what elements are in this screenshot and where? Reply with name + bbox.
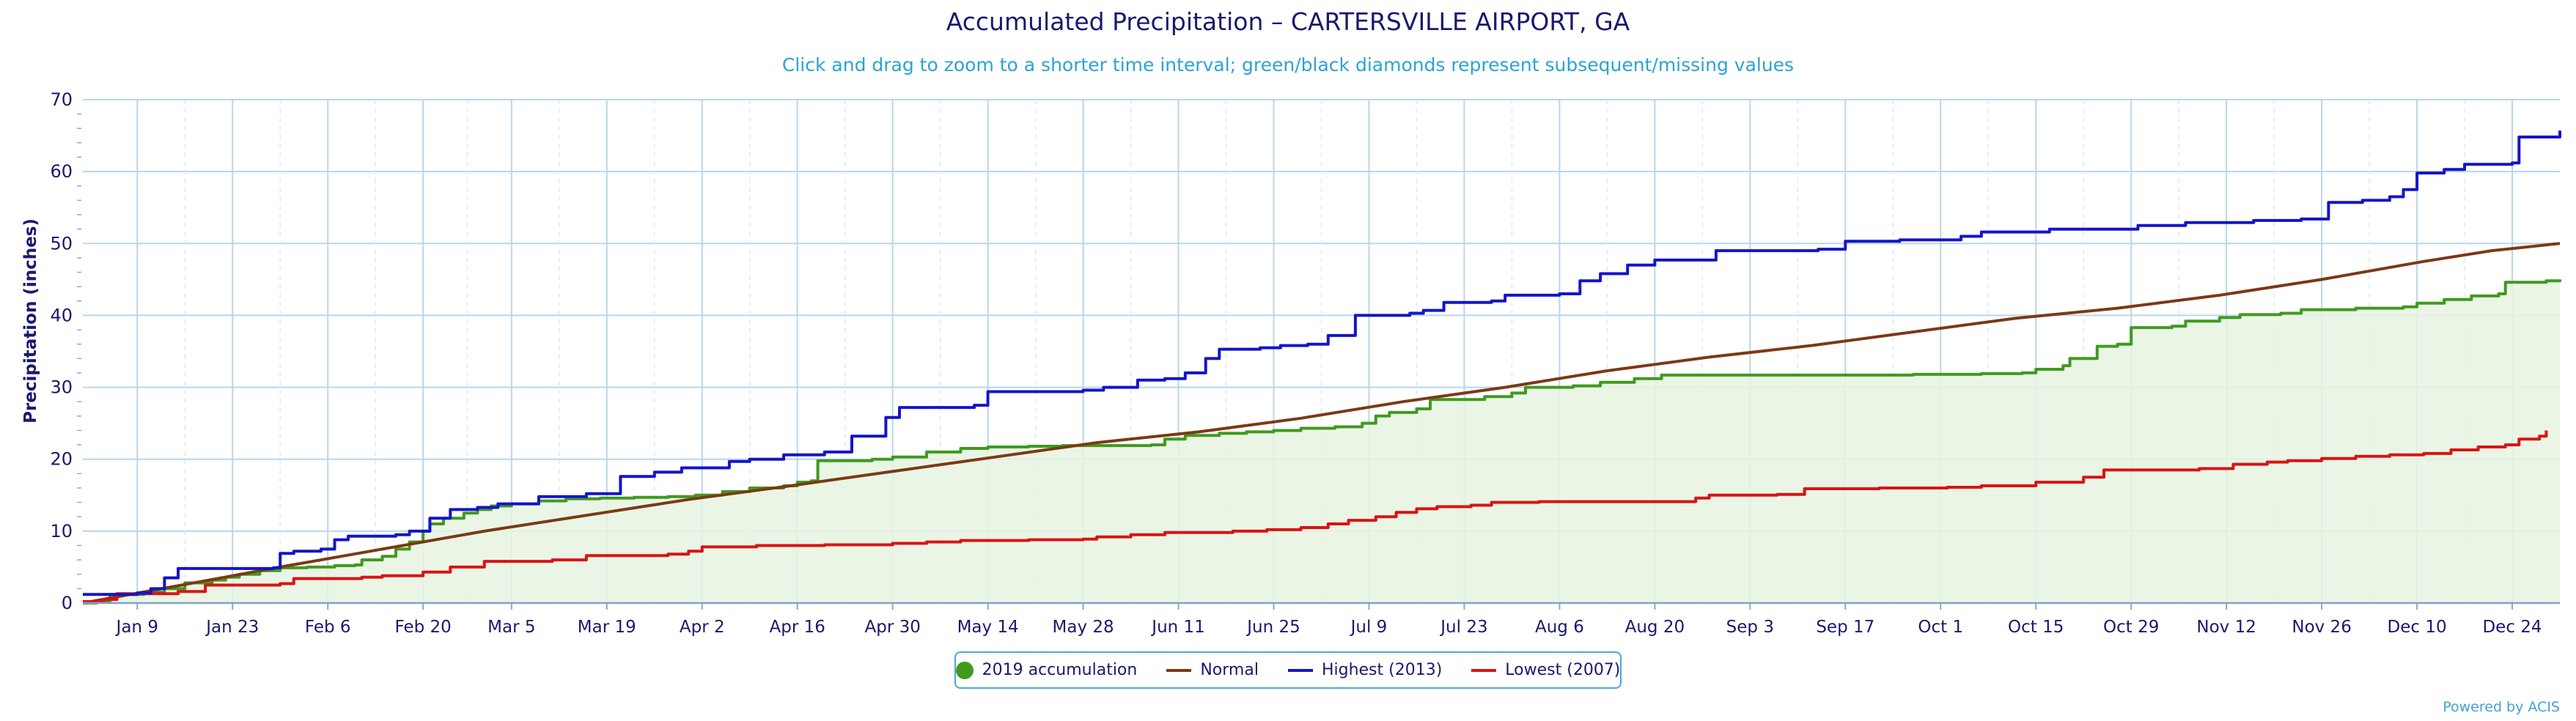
x-tick-label: Oct 29 [2103,618,2159,637]
chart-title: Accumulated Precipitation – CARTERSVILLE… [946,7,1630,36]
y-tick-label: 10 [50,521,73,541]
legend-line-icon [1287,668,1313,672]
y-tick-label: 30 [50,377,73,398]
legend-item-highest[interactable]: Highest (2013) [1287,661,1443,679]
y-tick-label: 70 [50,89,73,110]
legend-label: Lowest (2007) [1505,661,1621,679]
x-tick-label: Mar 19 [578,618,636,637]
legend-label: 2019 accumulation [982,661,1138,679]
legend-item-2019[interactable]: 2019 accumulation [955,661,1138,679]
y-axis-label: Precipitation (inches) [21,218,40,424]
x-tick-label: Jun 25 [1245,618,1300,637]
x-tick-label: Nov 12 [2196,618,2256,637]
x-tick-label: Jul 9 [1350,618,1388,637]
x-tick-label: Apr 30 [864,618,920,637]
series-2019-line [83,279,2561,604]
y-tick-label: 40 [50,305,73,325]
x-tick-label: Mar 5 [487,618,535,637]
legend-item-lowest[interactable]: Lowest (2007) [1471,661,1620,679]
legend-label: Normal [1200,661,1259,679]
y-tick-label: 50 [50,233,73,254]
x-tick-label: Aug 6 [1535,618,1584,637]
y-tick-label: 0 [62,593,73,613]
x-tick-label: Jul 23 [1439,618,1487,637]
x-tick-label: Apr 2 [680,618,725,637]
series-layer [82,130,2561,604]
y-tick-label: 60 [50,161,73,182]
series-2019-area [83,279,2560,603]
x-tick-label: Dec 24 [2482,618,2542,637]
x-tick-label: Aug 20 [1625,618,1685,637]
x-tick-label: Sep 3 [1726,618,1774,637]
series-highest-line [83,130,2561,596]
legend: 2019 accumulation Normal Highest (2013) … [954,651,1622,689]
x-tick-label: Feb 20 [394,618,451,637]
x-tick-label: Jan 9 [115,618,158,637]
x-tick-label: Feb 6 [305,618,351,637]
x-tick-label: May 14 [957,618,1019,637]
y-tick-label: 20 [50,449,73,470]
x-tick-label: Oct 1 [1918,618,1963,637]
credits-link[interactable]: Powered by ACIS [2443,699,2560,715]
x-tick-label: Jan 23 [205,618,259,637]
x-tick-label: Oct 15 [2008,618,2064,637]
legend-line-icon [1471,668,1497,672]
x-tick-label: Sep 17 [1816,618,1874,637]
legend-line-icon [1166,668,1192,672]
x-tick-label: Dec 10 [2388,618,2447,637]
x-tick-label: Nov 26 [2292,618,2351,637]
x-tick-label: Apr 16 [770,618,825,637]
x-tick-label: Jun 11 [1150,618,1205,637]
axes: 0 10 20 30 40 50 60 70 Jan 9 Jan 23 Feb 6 Feb 20 Mar… [50,89,2560,637]
x-tick-label: May 28 [1053,618,1114,637]
series-lowest-line [83,430,2548,603]
series-normal-line [82,242,2561,604]
legend-label: Highest (2013) [1321,661,1443,679]
chart-subtitle: Click and drag to zoom to a shorter time… [781,54,1795,75]
legend-dot-icon [955,661,974,679]
legend-item-normal[interactable]: Normal [1166,661,1259,679]
